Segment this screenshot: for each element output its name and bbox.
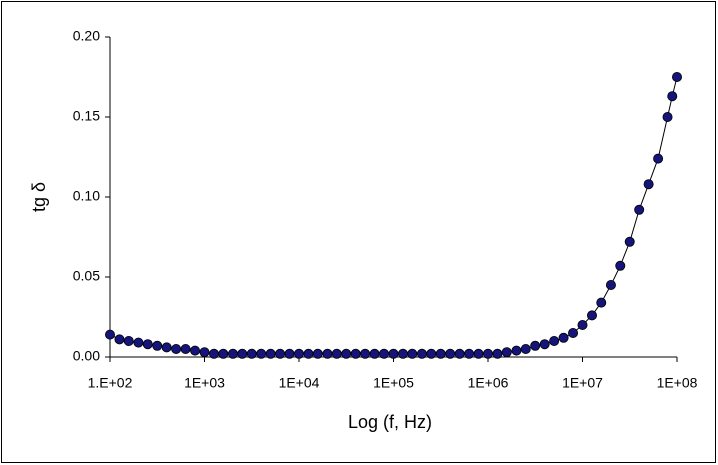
data-point: [218, 348, 229, 359]
x-tick-label: 1E+05: [373, 375, 414, 391]
data-point: [667, 91, 678, 102]
y-tick-label: 0.10: [73, 188, 100, 204]
data-point: [190, 345, 201, 356]
data-point: [501, 347, 512, 358]
data-point: [133, 337, 144, 348]
data-point: [199, 347, 210, 358]
data-point: [568, 327, 579, 338]
data-point: [577, 319, 588, 330]
data-point: [464, 348, 475, 359]
data-point: [265, 348, 276, 359]
data-point: [161, 342, 172, 353]
data-point: [388, 348, 399, 359]
x-tick-label: 1E+08: [657, 375, 698, 391]
data-point: [435, 348, 446, 359]
data-point: [416, 348, 427, 359]
data-point: [473, 348, 484, 359]
data-point: [350, 348, 361, 359]
data-point: [615, 260, 626, 271]
x-tick-label: 1E+06: [468, 375, 509, 391]
data-point: [152, 340, 163, 351]
data-point: [482, 348, 493, 359]
y-tick-label: 0.15: [73, 108, 100, 124]
x-tick-label: 1E+07: [562, 375, 603, 391]
data-point: [624, 236, 635, 247]
data-point: [454, 348, 465, 359]
data-point: [643, 179, 654, 190]
data-point: [492, 348, 503, 359]
data-point: [114, 334, 125, 345]
data-point: [653, 153, 664, 164]
data-point: [586, 310, 597, 321]
data-point: [331, 348, 342, 359]
data-point: [445, 348, 456, 359]
data-point: [634, 204, 645, 215]
data-point: [605, 279, 616, 290]
data-point: [549, 335, 560, 346]
y-tick-label: 0.00: [73, 348, 100, 364]
data-point: [539, 339, 550, 350]
data-point: [256, 348, 267, 359]
x-tick-label: 1E+03: [184, 375, 225, 391]
data-point: [520, 343, 531, 354]
data-point: [237, 348, 248, 359]
x-axis-label: Log (f, Hz): [348, 412, 432, 432]
data-point: [662, 112, 673, 123]
data-point: [208, 348, 219, 359]
data-point: [246, 348, 257, 359]
data-point: [530, 340, 541, 351]
data-point: [123, 335, 134, 346]
data-point: [142, 339, 153, 350]
data-point: [284, 348, 295, 359]
data-point: [596, 297, 607, 308]
data-point: [227, 348, 238, 359]
data-point: [426, 348, 437, 359]
data-point: [379, 348, 390, 359]
data-point: [303, 348, 314, 359]
data-point: [322, 348, 333, 359]
data-point: [180, 343, 191, 354]
x-tick-label: 1.E+02: [88, 375, 133, 391]
data-point: [293, 348, 304, 359]
data-point: [369, 348, 380, 359]
data-point: [105, 329, 116, 340]
data-point: [511, 345, 522, 356]
data-point: [341, 348, 352, 359]
data-point: [397, 348, 408, 359]
y-tick-label: 0.20: [73, 28, 100, 44]
data-point: [558, 332, 569, 343]
data-point: [407, 348, 418, 359]
y-tick-label: 0.05: [73, 268, 100, 284]
data-point: [171, 343, 182, 354]
data-point: [360, 348, 371, 359]
x-tick-label: 1E+04: [279, 375, 320, 391]
y-axis-label: tg δ: [29, 182, 49, 212]
data-point: [672, 72, 683, 83]
data-point: [275, 348, 286, 359]
data-point: [312, 348, 323, 359]
